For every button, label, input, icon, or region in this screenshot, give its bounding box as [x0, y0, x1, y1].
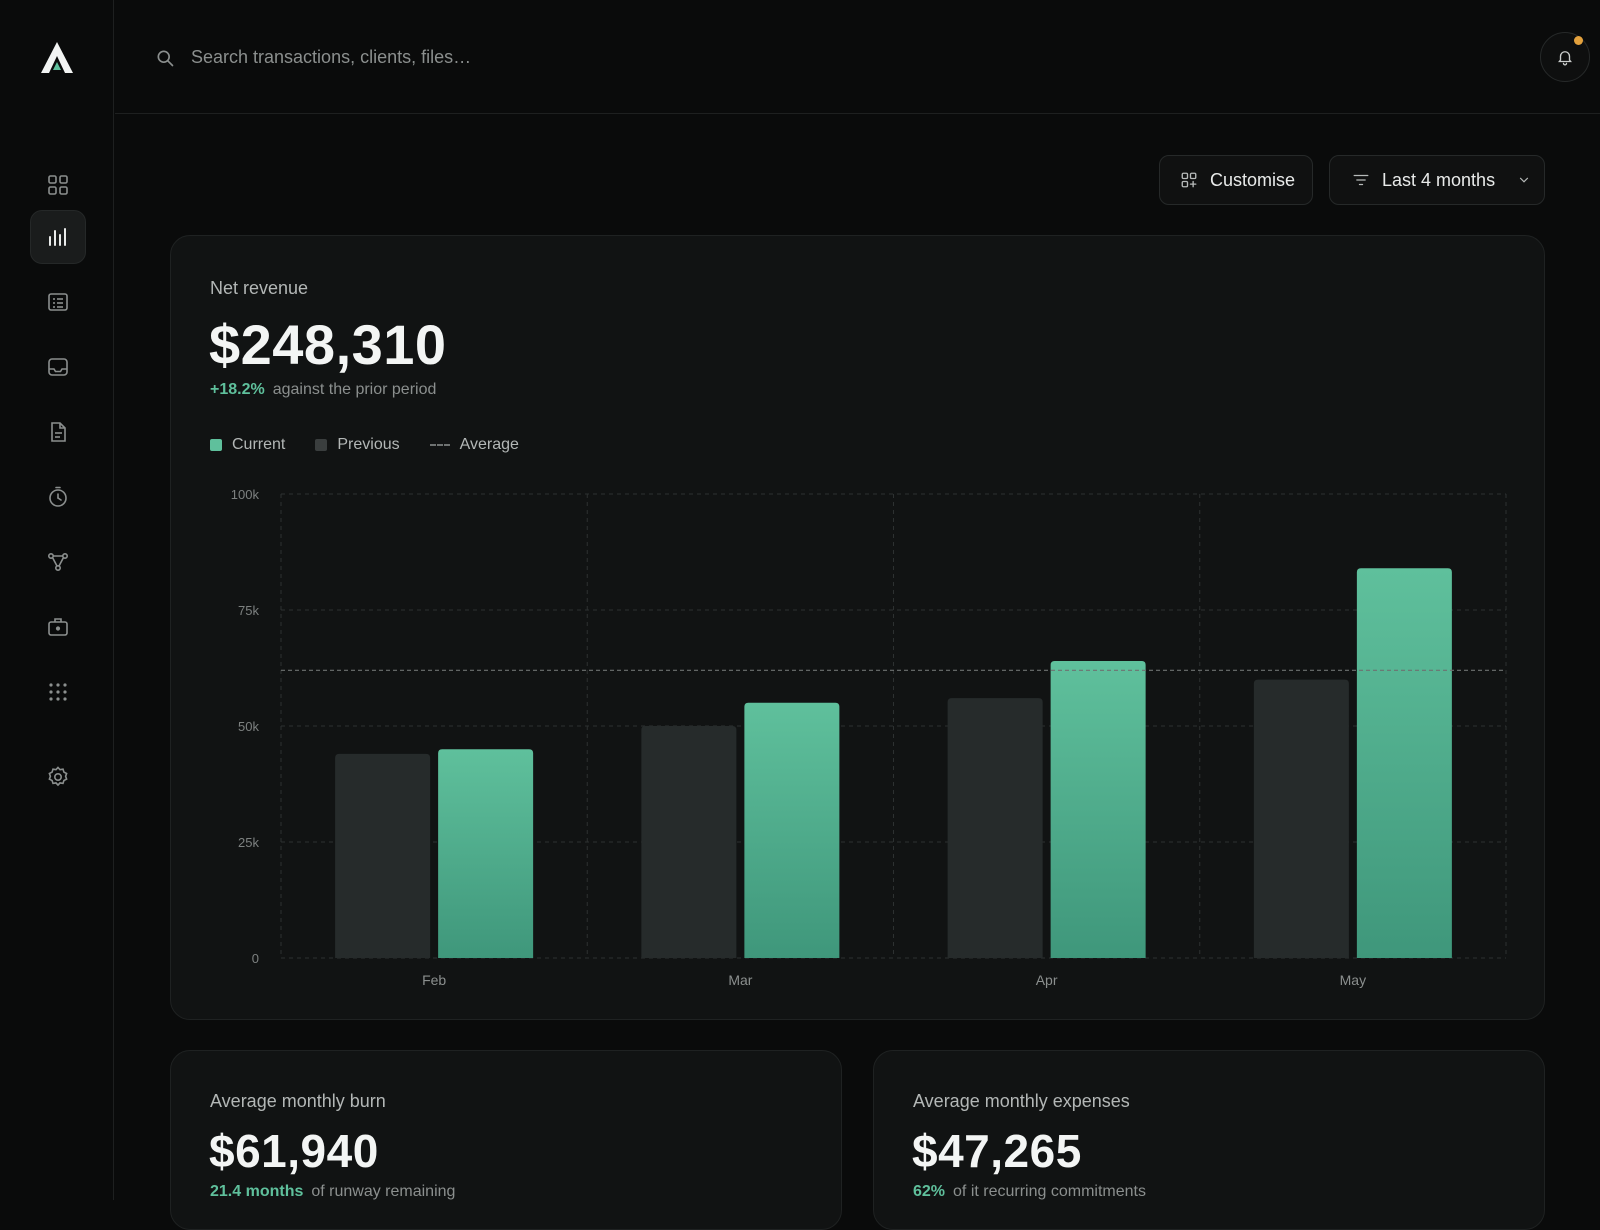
burn-highlight: 21.4 months [210, 1183, 304, 1200]
burn-card: Average monthly burn $61,940 21.4 months… [170, 1050, 842, 1230]
inbox-icon [48, 358, 68, 376]
bar-previous [335, 753, 431, 958]
nav-settings[interactable] [30, 750, 86, 804]
customise-label: Customise [1210, 169, 1296, 190]
nav-analytics[interactable] [30, 210, 86, 264]
y-tick-label: 100k [231, 487, 260, 502]
nav-documents[interactable] [30, 405, 86, 459]
legend-label-previous: Previous [337, 436, 400, 453]
burn-title: Average monthly burn [210, 1091, 386, 1111]
revenue-bar-chart: 0 25k 50k 75k 100k Feb Mar Apr May [231, 487, 1507, 988]
revenue-change-text: against the prior period [272, 381, 437, 398]
table-icon [48, 293, 68, 311]
grid-icon [48, 175, 68, 195]
bar-chart-icon [49, 228, 66, 246]
nav-transactions[interactable] [30, 275, 86, 329]
revenue-title: Net revenue [210, 278, 309, 298]
y-tick-label: 0 [252, 951, 259, 966]
expenses-card: Average monthly expenses $47,265 62% of i… [873, 1050, 1545, 1230]
timer-icon [49, 486, 67, 507]
revenue-value: $248,310 [209, 313, 447, 376]
sidebar [0, 0, 114, 1200]
expenses-sub: 62% of it recurring commitments [913, 1183, 1146, 1201]
x-tick-label: Mar [728, 972, 752, 988]
nav-integrations[interactable] [30, 535, 86, 589]
legend-swatch-previous [315, 439, 328, 451]
revenue-change-value: +18.2% [210, 381, 265, 398]
nav-dashboard[interactable] [30, 158, 86, 212]
expenses-value: $47,265 [912, 1125, 1082, 1177]
document-icon [51, 422, 66, 442]
x-tick-label: Apr [1036, 972, 1058, 988]
bar-previous [947, 698, 1043, 958]
nav-inbox[interactable] [30, 340, 86, 394]
expenses-text: of it recurring commitments [953, 1183, 1146, 1200]
y-tick-label: 50k [238, 719, 259, 734]
burn-text: of runway remaining [311, 1183, 456, 1200]
filter-icon [1353, 174, 1369, 186]
bar-current [438, 749, 534, 958]
net-revenue-card: Net revenue $248,310 +18.2% against the p… [170, 235, 1545, 1020]
revenue-change: +18.2% against the prior period [210, 381, 436, 399]
apps-icon [49, 683, 67, 701]
bar-previous [1253, 679, 1349, 958]
nav-apps[interactable] [30, 665, 86, 719]
notification-badge [1574, 36, 1583, 45]
search-icon [157, 50, 174, 67]
bar-current [744, 702, 840, 958]
customise-button[interactable]: Customise [1159, 155, 1313, 205]
period-label: Last 4 months [1382, 169, 1496, 190]
burn-value: $61,940 [209, 1125, 379, 1177]
bell-icon [1558, 51, 1572, 66]
gear-icon [48, 766, 68, 787]
widgets-icon [1181, 172, 1197, 188]
bar-current [1356, 568, 1452, 958]
nav-portfolio[interactable] [30, 600, 86, 654]
legend-swatch-current [210, 439, 222, 451]
expenses-highlight: 62% [913, 1183, 946, 1200]
chevron-down-icon [1519, 177, 1529, 183]
period-select[interactable]: Last 4 months [1329, 155, 1545, 205]
search-input[interactable] [191, 40, 891, 74]
legend-current[interactable]: Current [210, 436, 285, 454]
legend-label-current: Current [232, 436, 286, 453]
legend-previous[interactable]: Previous [315, 436, 400, 454]
y-tick-label: 25k [238, 835, 259, 850]
legend-swatch-average [429, 444, 450, 446]
x-tick-label: May [1340, 972, 1366, 988]
bar-current [1050, 661, 1146, 958]
burn-sub: 21.4 months of runway remaining [210, 1183, 455, 1201]
logo-icon[interactable] [40, 40, 74, 74]
x-tick-label: Feb [422, 972, 446, 988]
notifications-button[interactable] [1540, 32, 1590, 82]
branch-icon [47, 552, 68, 572]
y-tick-label: 75k [238, 603, 259, 618]
chart-legend: Current Previous Average [210, 436, 519, 454]
legend-average[interactable]: Average [429, 436, 519, 454]
legend-label-average: Average [459, 436, 519, 453]
expenses-title: Average monthly expenses [913, 1091, 1130, 1111]
bar-previous [641, 726, 737, 958]
topbar [115, 0, 1600, 114]
nav-time[interactable] [30, 470, 86, 524]
briefcase-icon [48, 618, 68, 636]
